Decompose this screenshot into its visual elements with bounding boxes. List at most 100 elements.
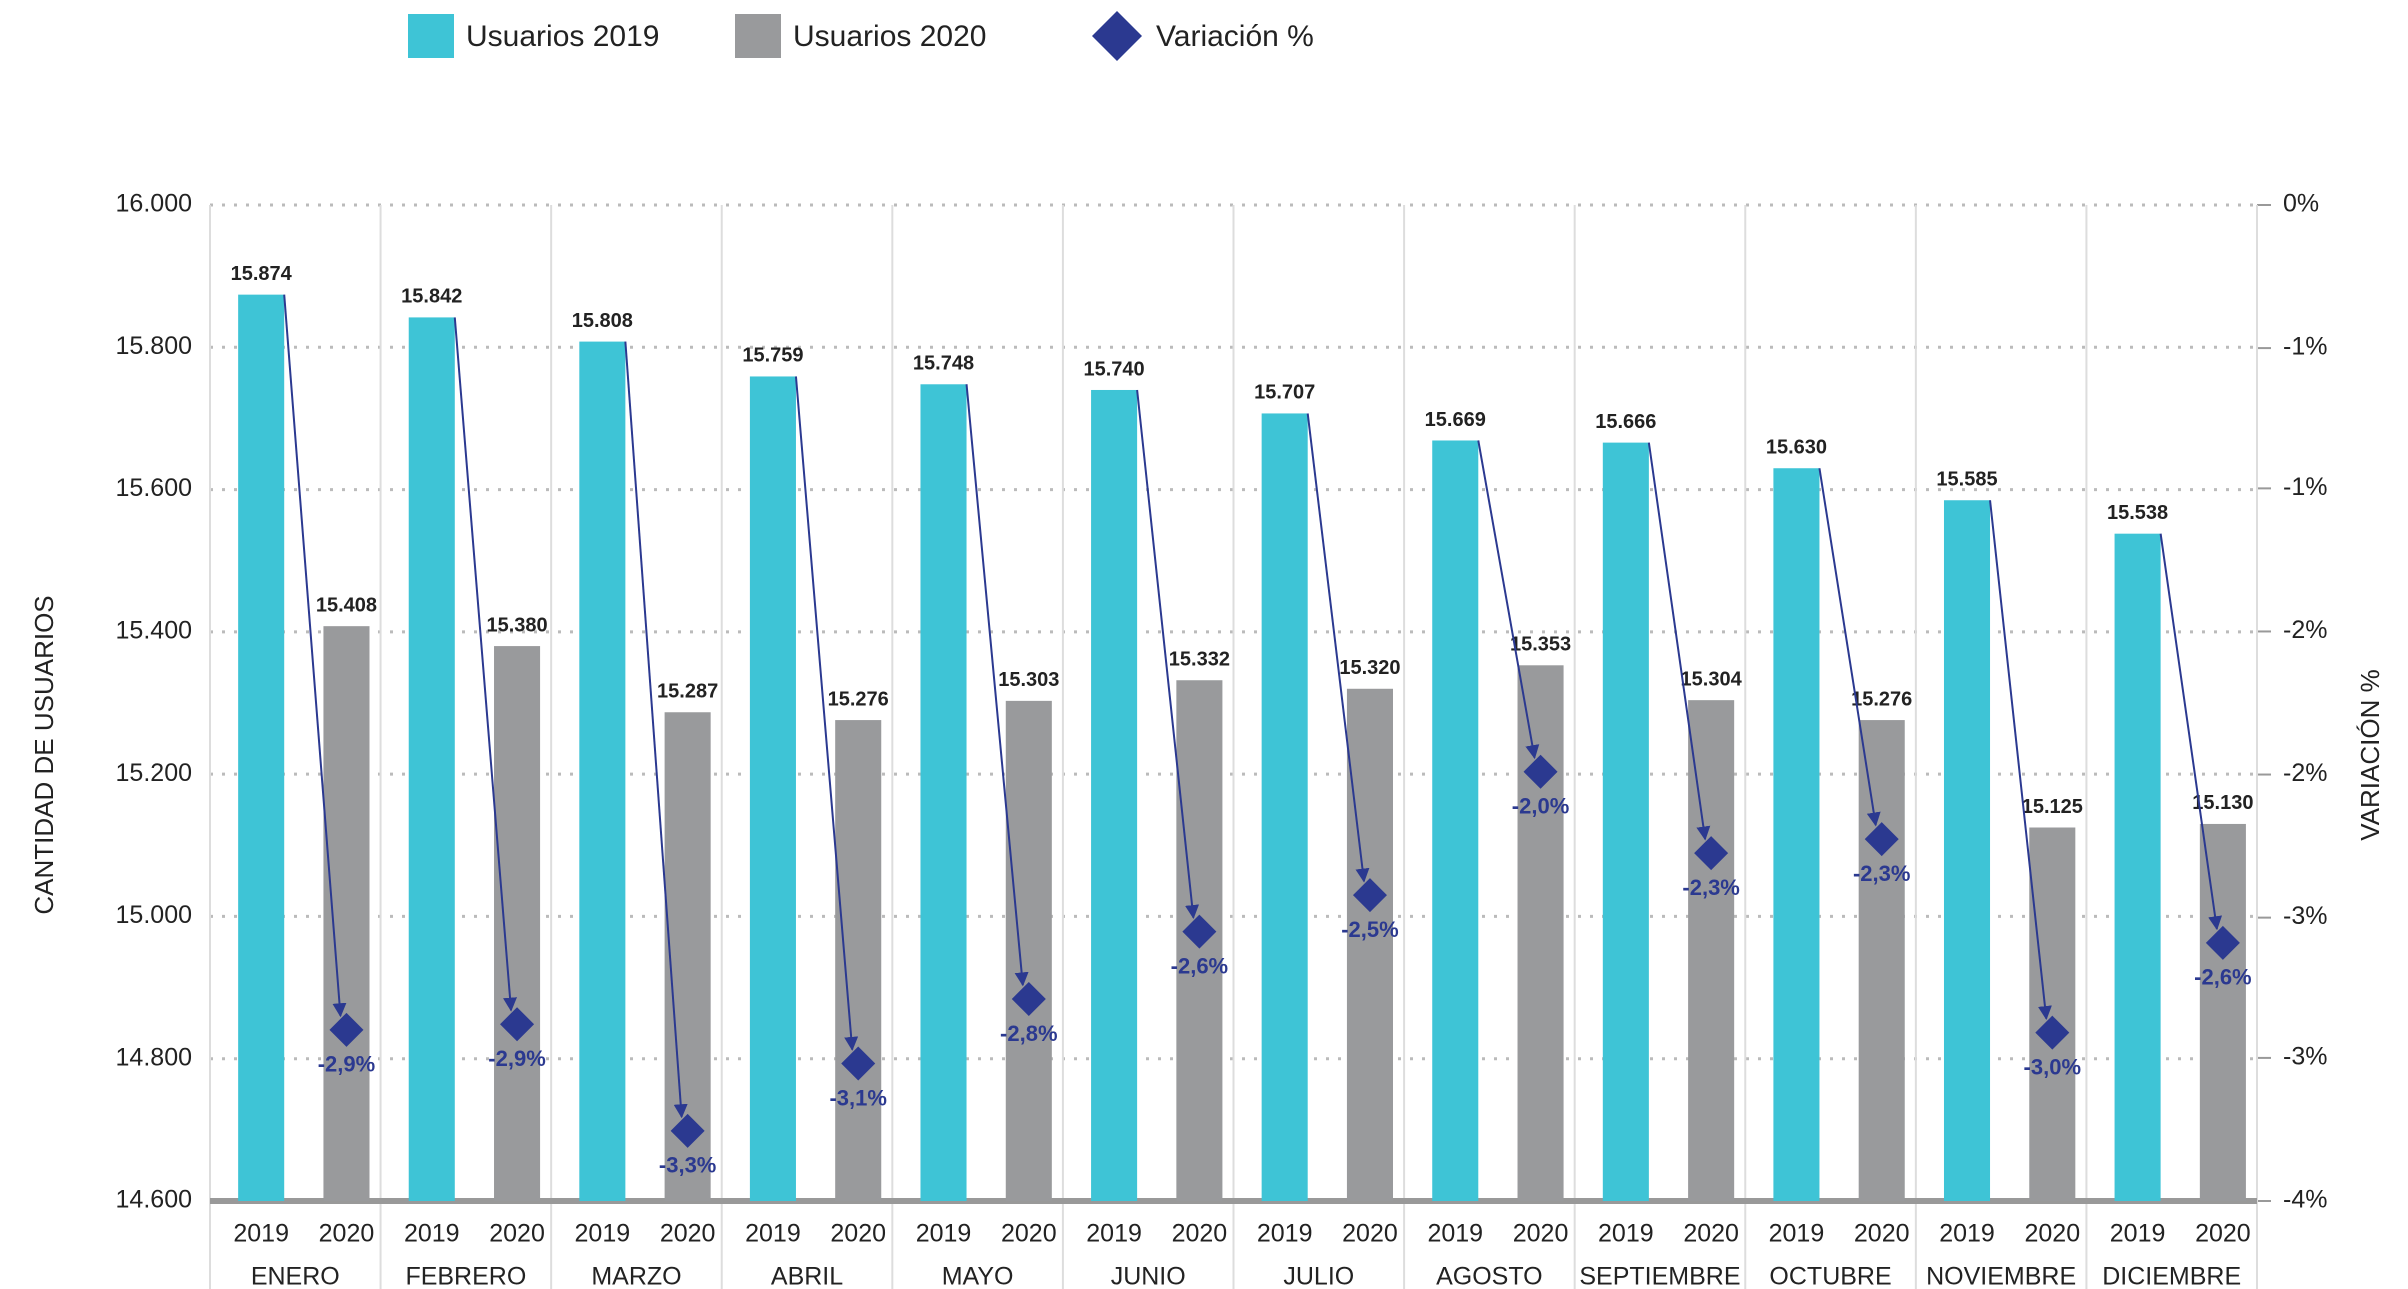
x-sub-label: 2020 <box>1172 1220 1228 1248</box>
y2-axis-title: VARIACIÓN % <box>2355 669 2385 840</box>
bar <box>1432 440 1479 1201</box>
x-tick-label: ENERO <box>251 1263 340 1289</box>
x-tick-label: JULIO <box>1283 1263 1354 1289</box>
y-axis-title: CANTIDAD DE USUARIOS <box>29 595 59 914</box>
bar <box>1346 688 1393 1201</box>
y-tick-label: 15.200 <box>116 759 192 787</box>
diamond <box>1011 981 1046 1016</box>
data-label: 15.740 <box>1084 358 1145 380</box>
variation-label: -2,6% <box>1171 953 1228 978</box>
y-tick-label: 15.400 <box>116 616 192 644</box>
x-tick-label: MARZO <box>591 1263 681 1289</box>
y2-tick-label: -2% <box>2283 616 2327 644</box>
diamond <box>1523 754 1558 789</box>
diamond <box>329 1012 364 1047</box>
bar <box>579 341 626 1201</box>
x-sub-label: 2020 <box>1854 1220 1910 1248</box>
variation-label: -2,9% <box>318 1052 375 1077</box>
data-label: 15.380 <box>486 614 547 636</box>
bar <box>1602 442 1649 1201</box>
x-sub-label: 2019 <box>1598 1220 1654 1248</box>
diamond <box>1864 822 1899 857</box>
bar <box>494 646 541 1201</box>
variation-label: -3,1% <box>829 1085 886 1110</box>
arrow <box>1136 389 1200 920</box>
x-sub-label: 2019 <box>1086 1220 1142 1248</box>
x-sub-label: 2020 <box>489 1220 545 1248</box>
diamond <box>1352 878 1387 913</box>
bar <box>1858 720 1905 1201</box>
legend-swatch <box>735 14 781 58</box>
arrow <box>283 294 347 1018</box>
x-sub-label: 2019 <box>1939 1220 1995 1248</box>
x-tick-label: OCTUBRE <box>1769 1263 1891 1289</box>
x-tick-label: AGOSTO <box>1436 1263 1543 1289</box>
arrow <box>1647 442 1711 841</box>
arrow <box>624 341 688 1119</box>
y2-tick-label: -3% <box>2283 1043 2327 1071</box>
x-sub-label: 2019 <box>745 1220 801 1248</box>
arrow <box>1306 413 1370 883</box>
bar <box>1943 500 1991 1201</box>
x-sub-label: 2020 <box>1342 1220 1398 1248</box>
x-sub-label: 2019 <box>404 1220 460 1248</box>
x-sub-label: 2019 <box>1257 1220 1313 1248</box>
data-label: 15.759 <box>742 345 803 367</box>
x-sub-label: 2020 <box>2195 1220 2251 1248</box>
legend-label: Usuarios 2019 <box>466 20 659 53</box>
arrow <box>1477 440 1540 760</box>
bar <box>1091 389 1138 1201</box>
y-tick-label: 15.800 <box>116 332 192 360</box>
bar <box>835 720 882 1201</box>
y2-tick-label: -1% <box>2283 473 2327 501</box>
x-tick-label: NOVIEMBRE <box>1926 1263 2076 1289</box>
y-tick-label: 14.600 <box>116 1186 192 1214</box>
variation-label: -2,0% <box>1512 794 1569 819</box>
y-tick-label: 15.000 <box>116 901 192 929</box>
x-tick-label: JUNIO <box>1111 1263 1186 1289</box>
x-sub-label: 2019 <box>1769 1220 1825 1248</box>
bar <box>1261 413 1308 1201</box>
diamond <box>1182 914 1217 949</box>
arrow <box>2159 533 2223 931</box>
data-label: 15.287 <box>657 681 718 703</box>
data-label: 15.538 <box>2107 502 2168 524</box>
data-label: 15.320 <box>1339 657 1400 679</box>
bar <box>2114 533 2161 1201</box>
bar <box>408 317 455 1201</box>
variation-label: -3,0% <box>2024 1054 2081 1079</box>
x-sub-label: 2020 <box>830 1220 886 1248</box>
y-tick-label: 15.600 <box>116 474 192 502</box>
data-label: 15.303 <box>998 669 1059 691</box>
legend-swatch <box>1092 11 1142 61</box>
data-label: 15.276 <box>828 688 889 710</box>
data-label: 15.276 <box>1851 688 1912 710</box>
bar <box>920 384 967 1201</box>
x-sub-label: 2020 <box>1001 1220 1057 1248</box>
variation-label: -2,3% <box>1682 875 1739 900</box>
x-sub-label: 2020 <box>1513 1220 1569 1248</box>
data-label: 15.304 <box>1681 668 1743 690</box>
data-label: 15.630 <box>1766 437 1827 459</box>
data-label: 15.842 <box>401 286 462 308</box>
diamond <box>670 1113 705 1148</box>
x-sub-label: 2020 <box>1683 1220 1739 1248</box>
data-label: 15.408 <box>316 594 377 616</box>
variation-label: -2,3% <box>1853 861 1910 886</box>
bar <box>1688 700 1735 1201</box>
legend-label: Variación % <box>1156 20 1314 53</box>
x-tick-label: FEBRERO <box>405 1263 526 1289</box>
data-label: 15.666 <box>1595 411 1656 433</box>
y2-tick-label: -4% <box>2283 1186 2327 1214</box>
data-label: 15.125 <box>2022 796 2083 818</box>
data-label: 15.748 <box>913 353 974 375</box>
data-label: 15.808 <box>572 310 633 332</box>
x-sub-label: 2020 <box>319 1220 375 1248</box>
x-sub-label: 2020 <box>660 1220 716 1248</box>
y2-tick-label: -1% <box>2283 333 2327 361</box>
data-label: 15.669 <box>1425 409 1486 431</box>
bar <box>1517 665 1564 1201</box>
variation-label: -2,6% <box>2194 965 2251 990</box>
data-label: 15.874 <box>231 263 293 285</box>
